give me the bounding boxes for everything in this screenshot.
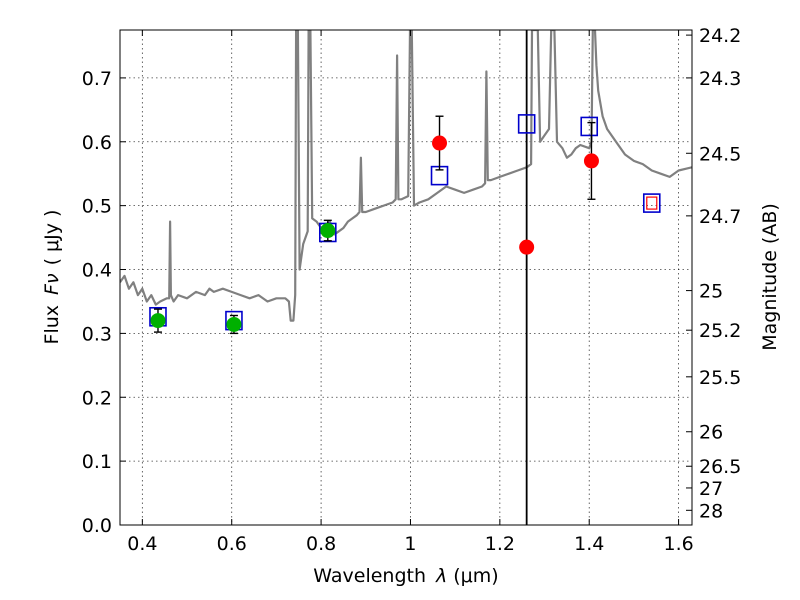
nir-detection-point: [519, 239, 535, 255]
y-tick-label: 0.5: [82, 196, 112, 218]
y-tick-label: 0.6: [82, 132, 112, 154]
y2-tick-label: 24.3: [699, 68, 741, 90]
x-tick-label: 1: [404, 533, 416, 555]
y-tick-label: 0.4: [82, 260, 112, 282]
data-layer: [120, 30, 692, 525]
y2-tick-label: 28: [699, 500, 723, 522]
plot-background: [120, 30, 692, 525]
plot-frame: [119, 29, 693, 526]
grid-lines: [120, 30, 692, 526]
x-axis-label-name: Wavelength: [313, 565, 426, 587]
y-tick-label: 0.0: [82, 515, 112, 537]
x-tick-label: 1.4: [574, 533, 604, 555]
y-axis-label-name: Flux: [41, 305, 63, 345]
x-tick-label: 1.6: [663, 533, 693, 555]
y2-tick-label: 25.2: [699, 320, 741, 342]
model-spectrum-line: [120, 30, 692, 322]
y2-tick-label: 25: [699, 281, 723, 303]
x-tick-label: 0.6: [217, 533, 247, 555]
model-photometry-square: [517, 114, 536, 134]
y2-tick-label: 24.7: [699, 206, 741, 228]
y2-tick-label: 27: [699, 478, 723, 500]
y2-tick-label: 26.5: [699, 456, 741, 478]
y-tick-label: 0.2: [82, 387, 112, 409]
optical-detection-point: [226, 316, 242, 332]
upper-limit-square: [646, 196, 658, 210]
x-tick-label: 1.2: [485, 533, 515, 555]
nir-detection-point: [432, 135, 448, 151]
optical-detection-point: [320, 223, 336, 239]
optical-detection-point: [150, 313, 166, 329]
y2-tick-label: 25.5: [699, 367, 741, 389]
y-tick-label: 0.3: [82, 323, 112, 345]
y-tick-label: 0.7: [82, 68, 112, 90]
model-photometry-square: [642, 193, 661, 213]
x-axis-label: Wavelength λ (μm): [313, 565, 498, 587]
x-axis-label-symbol: λ: [435, 565, 447, 587]
y-axis-label-symbol: Fν: [41, 273, 63, 295]
y-tick-label: 0.1: [82, 451, 112, 473]
y-axis-label-unit: ( μJy ): [41, 210, 63, 266]
x-tick-label: 0.8: [306, 533, 336, 555]
y2-axis-label: Magnitude (AB): [759, 203, 781, 351]
nir-detection-point: [583, 153, 599, 169]
model-photometry-square: [580, 116, 599, 137]
x-axis-label-unit: (μm): [453, 565, 498, 587]
y2-tick-label: 24.5: [699, 143, 741, 165]
y2-tick-label: 26: [699, 422, 723, 444]
axes-ticks: 0.4 0.6 0.8 1 1.2 1.4 1.6 0.0 0.1 0.2 0.3 0.4 0.5 0.6…: [82, 25, 742, 555]
y2-tick-label: 24.2: [699, 25, 741, 47]
y-axis-label: Flux Fν ( μJy ): [41, 210, 63, 345]
x-tick-label: 0.4: [127, 533, 157, 555]
